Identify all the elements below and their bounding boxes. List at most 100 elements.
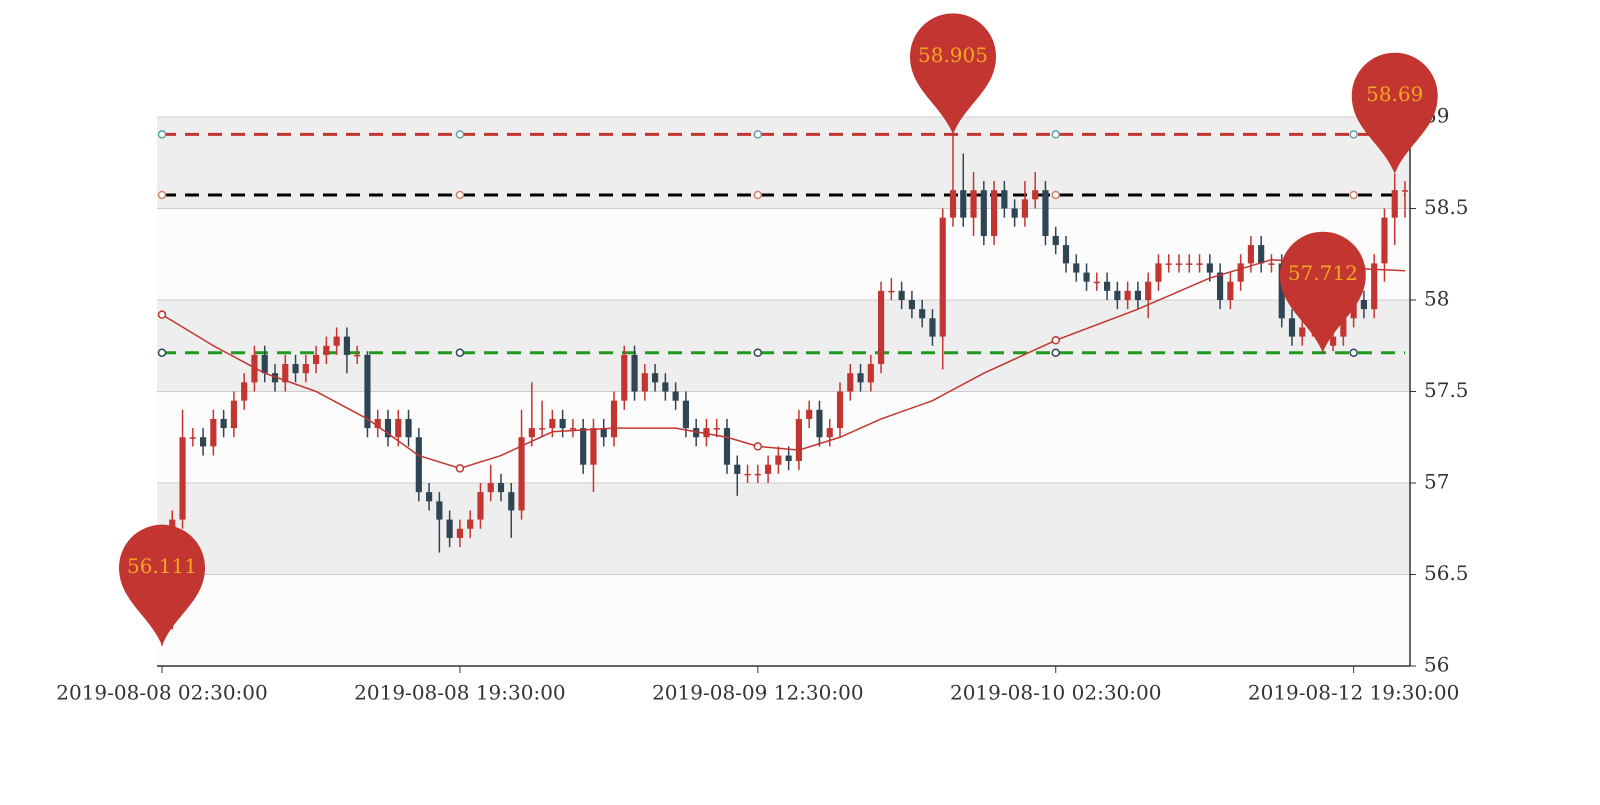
candle-body xyxy=(1247,245,1254,264)
mark-line-symbol xyxy=(157,348,167,357)
candle-body xyxy=(1350,300,1357,319)
ma-symbol xyxy=(157,310,167,319)
candle-body xyxy=(1401,190,1409,192)
y-tick-label: 57 xyxy=(1424,470,1449,494)
candle-body xyxy=(1217,272,1224,300)
candle-body xyxy=(641,373,648,392)
candle-body xyxy=(313,354,320,365)
candle-body xyxy=(785,455,792,462)
candle-body xyxy=(364,354,371,429)
candle-body xyxy=(806,409,813,419)
candle-body xyxy=(1391,190,1398,218)
mark-pin-label: 56.111 xyxy=(127,554,197,578)
candle-body xyxy=(970,190,977,218)
x-tick-label: 2019-08-09 12:30:00 xyxy=(652,681,864,705)
candle-body xyxy=(939,217,946,337)
candle-body xyxy=(703,428,710,438)
candle-body xyxy=(1175,263,1183,265)
candle-body xyxy=(1124,290,1131,300)
candle-body xyxy=(631,354,638,392)
candle-body xyxy=(1227,281,1234,300)
candle-body xyxy=(1371,263,1378,310)
candle-body xyxy=(1021,199,1028,218)
candle-body xyxy=(929,318,936,337)
candle-body xyxy=(1237,263,1244,282)
candle-body xyxy=(189,437,196,439)
candle-body xyxy=(919,309,926,319)
candle-body xyxy=(415,437,422,493)
candle-body xyxy=(898,290,905,300)
mark-pin-label: 58.69 xyxy=(1366,82,1423,106)
candle-body xyxy=(487,483,494,493)
candle-body xyxy=(1268,263,1275,265)
candle-body xyxy=(713,428,720,430)
band xyxy=(157,117,1410,209)
candle-body xyxy=(426,492,433,502)
candle-body xyxy=(1165,263,1172,265)
candle-body xyxy=(1011,208,1018,218)
mark-line-symbol xyxy=(455,348,465,357)
candle-body xyxy=(497,483,505,493)
candle-body xyxy=(333,336,340,346)
mark-line-symbol xyxy=(455,130,465,139)
candle-body xyxy=(693,428,700,438)
candle-body xyxy=(1299,327,1306,337)
candle-body xyxy=(1360,300,1367,310)
ma-symbol xyxy=(753,442,763,451)
x-tick-label: 2019-08-08 19:30:00 xyxy=(354,681,566,705)
band xyxy=(157,391,1410,483)
candle-body xyxy=(436,501,443,520)
candle-body xyxy=(1042,190,1049,236)
candle-body xyxy=(908,300,915,310)
mark-pin xyxy=(1351,52,1438,174)
candle-body xyxy=(1073,263,1080,273)
mark-line-symbol xyxy=(1349,348,1358,357)
candle-body xyxy=(621,354,628,401)
candle-body xyxy=(1381,217,1388,264)
candle-body xyxy=(682,400,689,429)
candle-body xyxy=(1093,281,1100,284)
candle-body xyxy=(816,409,823,438)
mark-line-symbol xyxy=(1349,130,1358,139)
candle-body xyxy=(1083,272,1090,282)
candle-body xyxy=(477,492,484,520)
band xyxy=(157,208,1410,300)
candle-body xyxy=(1032,190,1039,200)
candle-body xyxy=(446,519,453,538)
candle-body xyxy=(343,336,350,355)
y-tick-label: 58.5 xyxy=(1424,195,1469,219)
candle-body xyxy=(210,418,217,447)
candle-body xyxy=(1062,245,1070,264)
candle-body xyxy=(1340,318,1347,337)
candle-body xyxy=(1278,263,1285,319)
candle-body xyxy=(662,382,669,392)
mark-pin-label: 57.712 xyxy=(1288,261,1358,285)
mark-line-symbol xyxy=(1051,190,1060,200)
candle-body xyxy=(374,418,381,429)
candle-body xyxy=(1206,263,1213,273)
candle-body xyxy=(1114,290,1121,300)
candle-body xyxy=(672,391,679,401)
candle-body xyxy=(518,437,525,511)
mark-line-symbol xyxy=(157,190,167,200)
candle-body xyxy=(610,400,618,438)
candle-body xyxy=(1186,263,1193,265)
candle-body xyxy=(888,290,895,293)
candle-body xyxy=(508,492,515,511)
candle-body xyxy=(652,373,659,383)
candle-body xyxy=(1288,318,1296,337)
candle-body xyxy=(1104,281,1111,291)
x-tick-label: 2019-08-08 02:30:00 xyxy=(56,681,268,705)
mark-line-symbol xyxy=(1051,130,1060,139)
candle-body xyxy=(775,455,782,465)
mark-pin xyxy=(910,13,996,135)
candle-body xyxy=(1196,263,1203,265)
candle-body xyxy=(949,190,957,218)
candle-body xyxy=(179,437,186,520)
mark-line-symbol xyxy=(753,348,763,357)
candle-body xyxy=(302,364,309,374)
candle-body xyxy=(600,428,607,438)
candle-body xyxy=(323,345,330,355)
candle-body xyxy=(1330,336,1337,346)
